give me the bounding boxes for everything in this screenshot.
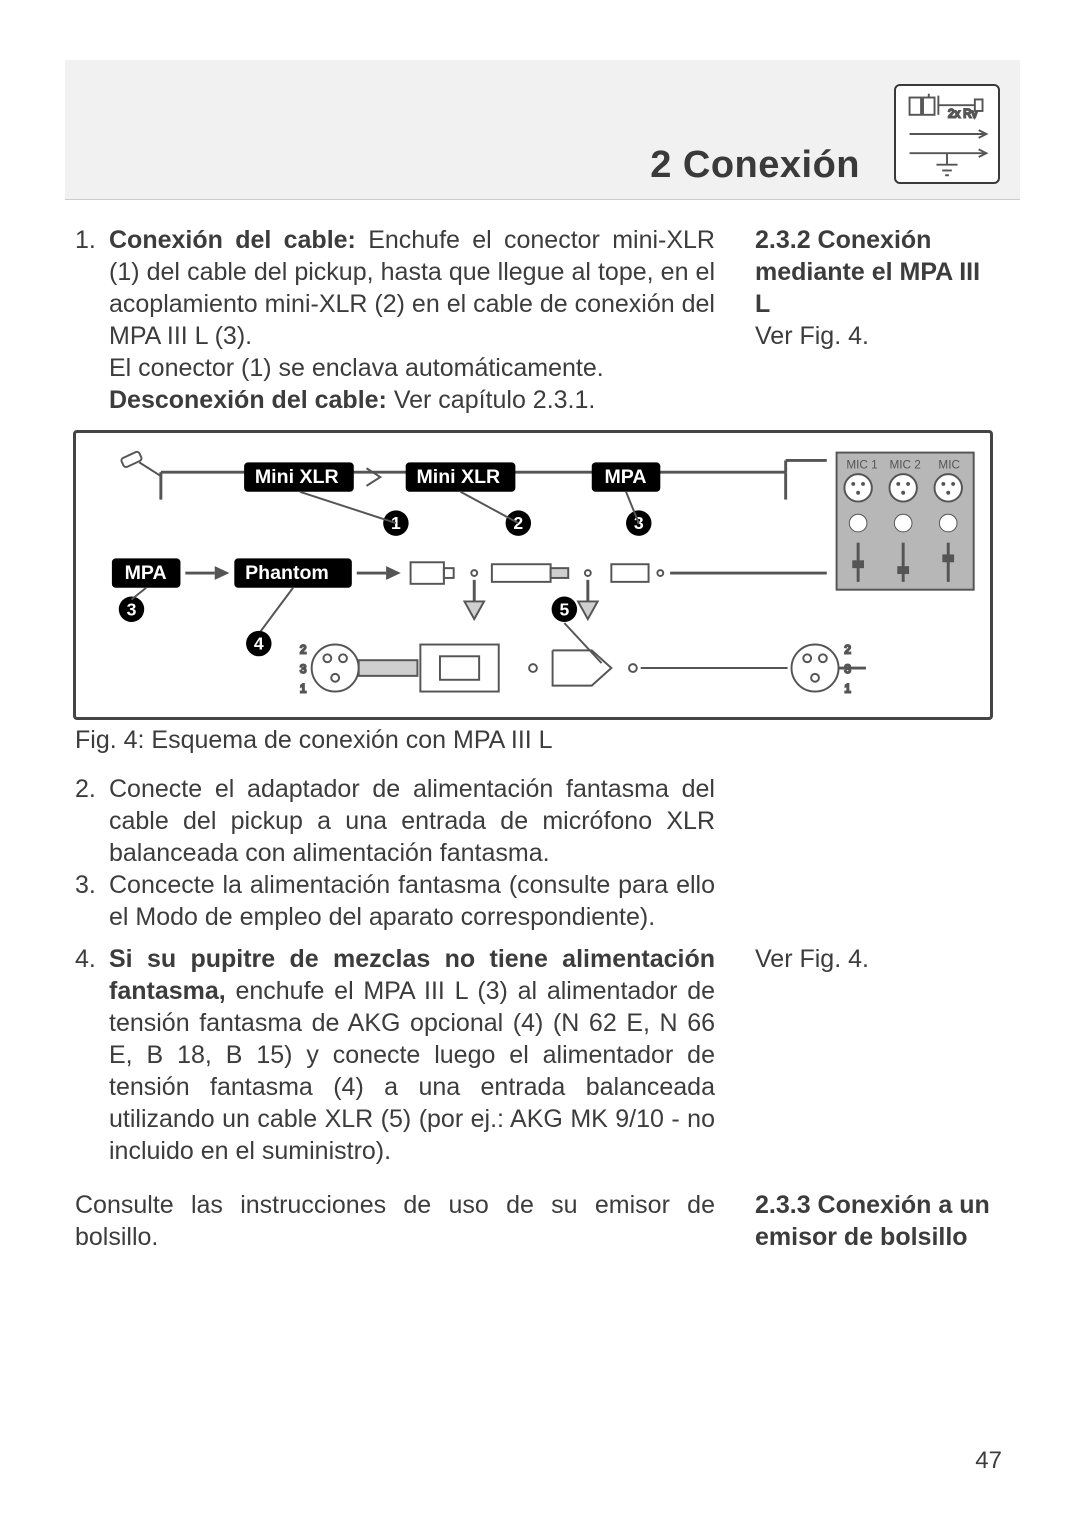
item4-text: enchufe el MPA III L (3) al alimentador … bbox=[109, 977, 715, 1165]
item-number: 4. bbox=[75, 943, 109, 1167]
label-mini-xlr-1: Mini XLR bbox=[255, 466, 339, 488]
figure-4-diagram: Mini XLR Mini XLR MPA 1 2 3 MPA Phantom bbox=[73, 430, 993, 720]
pin-1r: 1 bbox=[844, 683, 851, 696]
body-item-1: 1. Conexión del cable: Enchufe el conect… bbox=[75, 224, 715, 416]
pin-2r: 2 bbox=[844, 643, 851, 656]
item1-lead: Conexión del cable: bbox=[109, 226, 356, 254]
label-mini-xlr-2: Mini XLR bbox=[416, 466, 500, 488]
footer-paragraph: Consulte las instrucciones de uso de su … bbox=[75, 1189, 715, 1253]
label-mpa-top: MPA bbox=[604, 466, 646, 488]
body-item-2: 2. Conecte el adaptador de alimentación … bbox=[75, 773, 715, 869]
body-item-4: 4. Si su pupitre de mezclas no tiene ali… bbox=[75, 943, 715, 1167]
side-item4-ref: Ver Fig. 4. bbox=[755, 945, 869, 973]
item2-text: Conecte el adaptador de alimentación fan… bbox=[109, 773, 715, 869]
mic-1-label: MIC 1 bbox=[846, 458, 877, 471]
mic-label: MIC bbox=[938, 458, 960, 471]
item1-disc-text: Ver capítulo 2.3.1. bbox=[387, 386, 595, 414]
pin-1l: 1 bbox=[300, 683, 307, 696]
circle-5: 5 bbox=[559, 599, 569, 619]
mic-2-label: MIC 2 bbox=[889, 458, 920, 471]
item3-text: Concecte la alimentación fantasma (consu… bbox=[109, 869, 715, 933]
chapter-title: 2 Conexión bbox=[650, 144, 860, 187]
side-233-title: 2.3.3 Conexión a un emisor de bolsillo bbox=[755, 1189, 995, 1253]
label-phantom: Phantom bbox=[245, 562, 329, 584]
label-mpa-left: MPA bbox=[125, 562, 167, 584]
side-232-title: 2.3.2 Conexión mediante el MPA III L bbox=[755, 226, 980, 318]
circle-3b: 3 bbox=[127, 599, 137, 619]
chapter-header: 2 Conexión 2x Rv bbox=[65, 60, 1020, 200]
item-number: 2. bbox=[75, 773, 109, 869]
pin-2l: 2 bbox=[300, 643, 307, 656]
body-item-3: 3. Concecte la alimentación fantasma (co… bbox=[75, 869, 715, 933]
side-232-ref: Ver Fig. 4. bbox=[755, 322, 869, 350]
circle-4: 4 bbox=[254, 634, 264, 654]
side-232: 2.3.2 Conexión mediante el MPA III L Ver… bbox=[755, 224, 995, 416]
figure-4-caption: Fig. 4: Esquema de conexión con MPA III … bbox=[75, 726, 1010, 755]
item-number: 1. bbox=[75, 224, 109, 416]
header-schematic-icon: 2x Rv bbox=[894, 84, 1000, 184]
page-number: 47 bbox=[975, 1447, 1002, 1475]
circle-2: 2 bbox=[513, 513, 523, 533]
svg-text:2x Rv: 2x Rv bbox=[948, 109, 978, 121]
pin-3l: 3 bbox=[300, 663, 307, 676]
item1-disc-lead: Desconexión del cable: bbox=[109, 386, 387, 414]
item-number: 3. bbox=[75, 869, 109, 933]
circle-1: 1 bbox=[391, 513, 401, 533]
